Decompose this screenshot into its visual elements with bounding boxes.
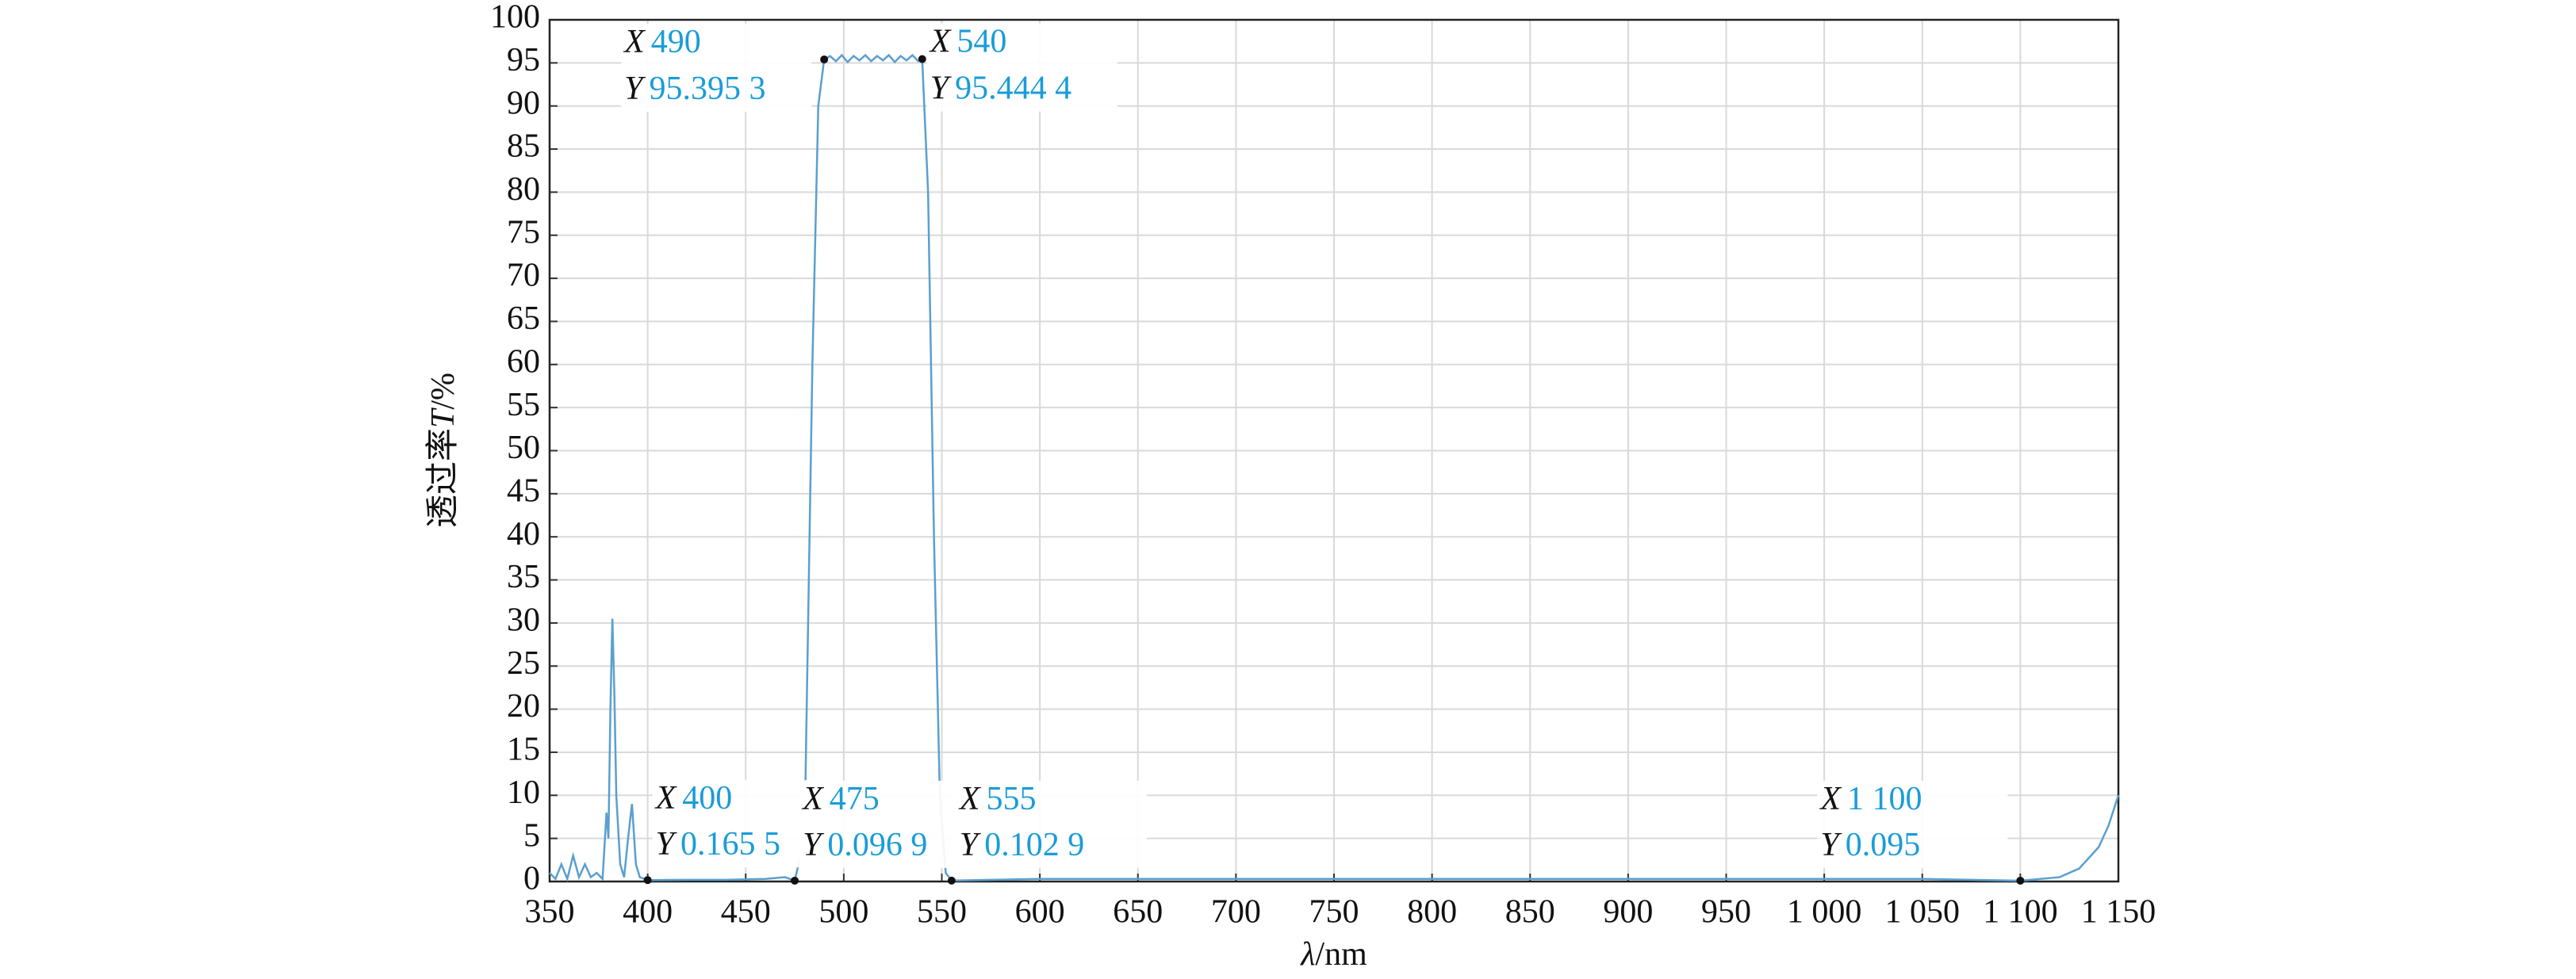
y-tick-label: 40 [507,516,540,553]
annotation-point [918,55,926,63]
y-tick-label: 75 [507,214,540,250]
y-axis-label: 透过率T/% [424,373,462,528]
y-tick-label: 20 [507,688,540,725]
annotation-box [1817,780,2008,868]
x-tick-label: 800 [1407,894,1457,931]
annotation-y: Y 0.165 5 [656,826,780,862]
annotation-y: Y 95.444 4 [930,70,1071,106]
y-label-text: 透过率 [424,428,462,528]
tip-x-name: X [929,23,953,59]
y-tick-label: 55 [507,387,540,423]
y-tick-label: 95 [507,42,540,78]
tip-y-name: Y [960,827,982,863]
tip-y-name: Y [803,827,825,863]
x-label-symbol: λ [1299,936,1315,973]
x-tick-label: 500 [818,894,868,931]
y-tick-label: 85 [507,128,540,165]
tip-y-name: Y [624,71,646,107]
x-tick-label: 1 100 [1983,894,2058,931]
x-label-unit: /nm [1315,936,1367,973]
annotation-x: X 540 [929,23,1007,59]
tip-x-value: 555 [987,781,1037,817]
x-tick-label: 850 [1505,894,1555,931]
y-tick-label: 25 [507,645,540,682]
y-label-unit: /% [425,373,462,410]
y-label-symbol: T [425,407,462,428]
tip-x-name: X [1819,781,1842,817]
tip-x-name: X [654,780,678,816]
tip-y-value: 0.102 9 [984,827,1084,863]
tip-x-value: 540 [956,23,1006,59]
tip-x-name: X [958,781,982,817]
data-line [549,53,2120,882]
y-tick-label: 65 [507,300,540,337]
tip-y-value: 0.165 5 [680,826,780,862]
tip-y-value: 95.444 4 [955,70,1071,106]
tip-y-name: Y [656,826,678,862]
tip-x-value: 1 100 [1847,781,1922,817]
annotation-box [926,23,1117,112]
x-tick-label: 750 [1309,894,1359,931]
annotation-y: Y 0.095 [1820,827,1920,863]
y-tick-label: 15 [507,732,540,768]
tip-x-name: X [623,24,646,60]
tip-y-value: 0.096 9 [827,827,927,863]
x-tick-label: 700 [1211,894,1261,931]
y-tick-label: 60 [507,343,540,380]
y-tick-label: 100 [490,0,540,36]
y-tick-label: 30 [507,602,540,639]
annotation-x: X 490 [623,24,701,60]
annotation-box [621,24,812,113]
x-tick-label: 350 [525,894,575,931]
y-tick-label: 45 [507,472,540,509]
annotation-y: Y 95.395 3 [624,71,765,107]
tip-y-value: 0.095 [1846,827,1921,863]
x-tick-label: 1 050 [1885,894,1961,931]
y-tick-label: 70 [507,258,540,294]
y-tick-label: 90 [507,85,540,121]
annotation-point [791,876,799,885]
plot-frame [548,18,2120,883]
tip-x-value: 475 [830,781,880,817]
annotation-point [643,876,652,885]
y-tick-label: 35 [507,559,540,595]
y-tick-label: 5 [523,817,540,854]
y-tick-label: 50 [507,430,540,466]
annotation-box [956,780,1147,868]
tip-x-name: X [801,781,825,817]
x-axis-label: λ/nm [1299,936,1367,973]
tip-y-name: Y [1820,827,1842,863]
annotation-x: X 400 [654,780,733,816]
x-tick-label: 1 150 [2081,894,2156,931]
annotation-y: Y 0.102 9 [960,827,1084,863]
x-tick-label: 400 [623,894,673,931]
tip-x-value: 400 [682,780,732,816]
x-tick-label: 650 [1113,894,1163,931]
annotation-point [947,876,956,885]
tip-y-value: 95.395 3 [650,71,766,107]
annotation-x: X 555 [958,781,1037,817]
x-tick-label: 1 000 [1787,894,1862,931]
annotation-x: X 475 [801,781,880,817]
annotation-point [820,55,829,64]
x-tick-label: 550 [917,894,967,931]
y-tick-label: 80 [507,171,540,208]
tip-x-value: 490 [651,24,701,60]
y-tick-label: 10 [507,774,540,811]
x-tick-label: 600 [1015,894,1065,931]
x-tick-label: 450 [721,894,771,931]
y-tick-label: 0 [523,861,540,897]
tip-y-name: Y [930,70,953,106]
x-tick-label: 950 [1701,894,1751,931]
x-tick-label: 900 [1603,894,1653,931]
annotation-point [2016,876,2025,885]
annotation-y: Y 0.096 9 [803,827,927,863]
